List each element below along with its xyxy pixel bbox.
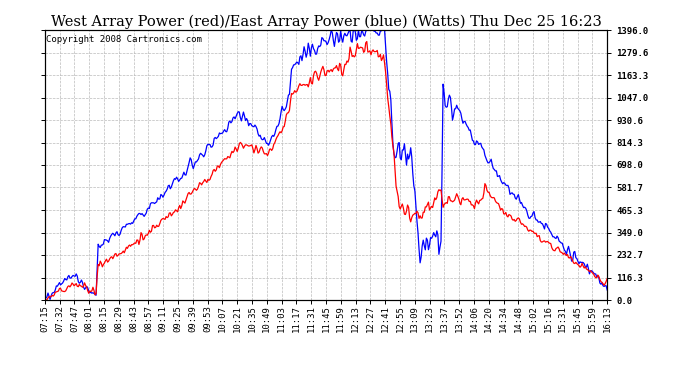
Title: West Array Power (red)/East Array Power (blue) (Watts) Thu Dec 25 16:23: West Array Power (red)/East Array Power … — [50, 15, 602, 29]
Text: Copyright 2008 Cartronics.com: Copyright 2008 Cartronics.com — [46, 35, 202, 44]
